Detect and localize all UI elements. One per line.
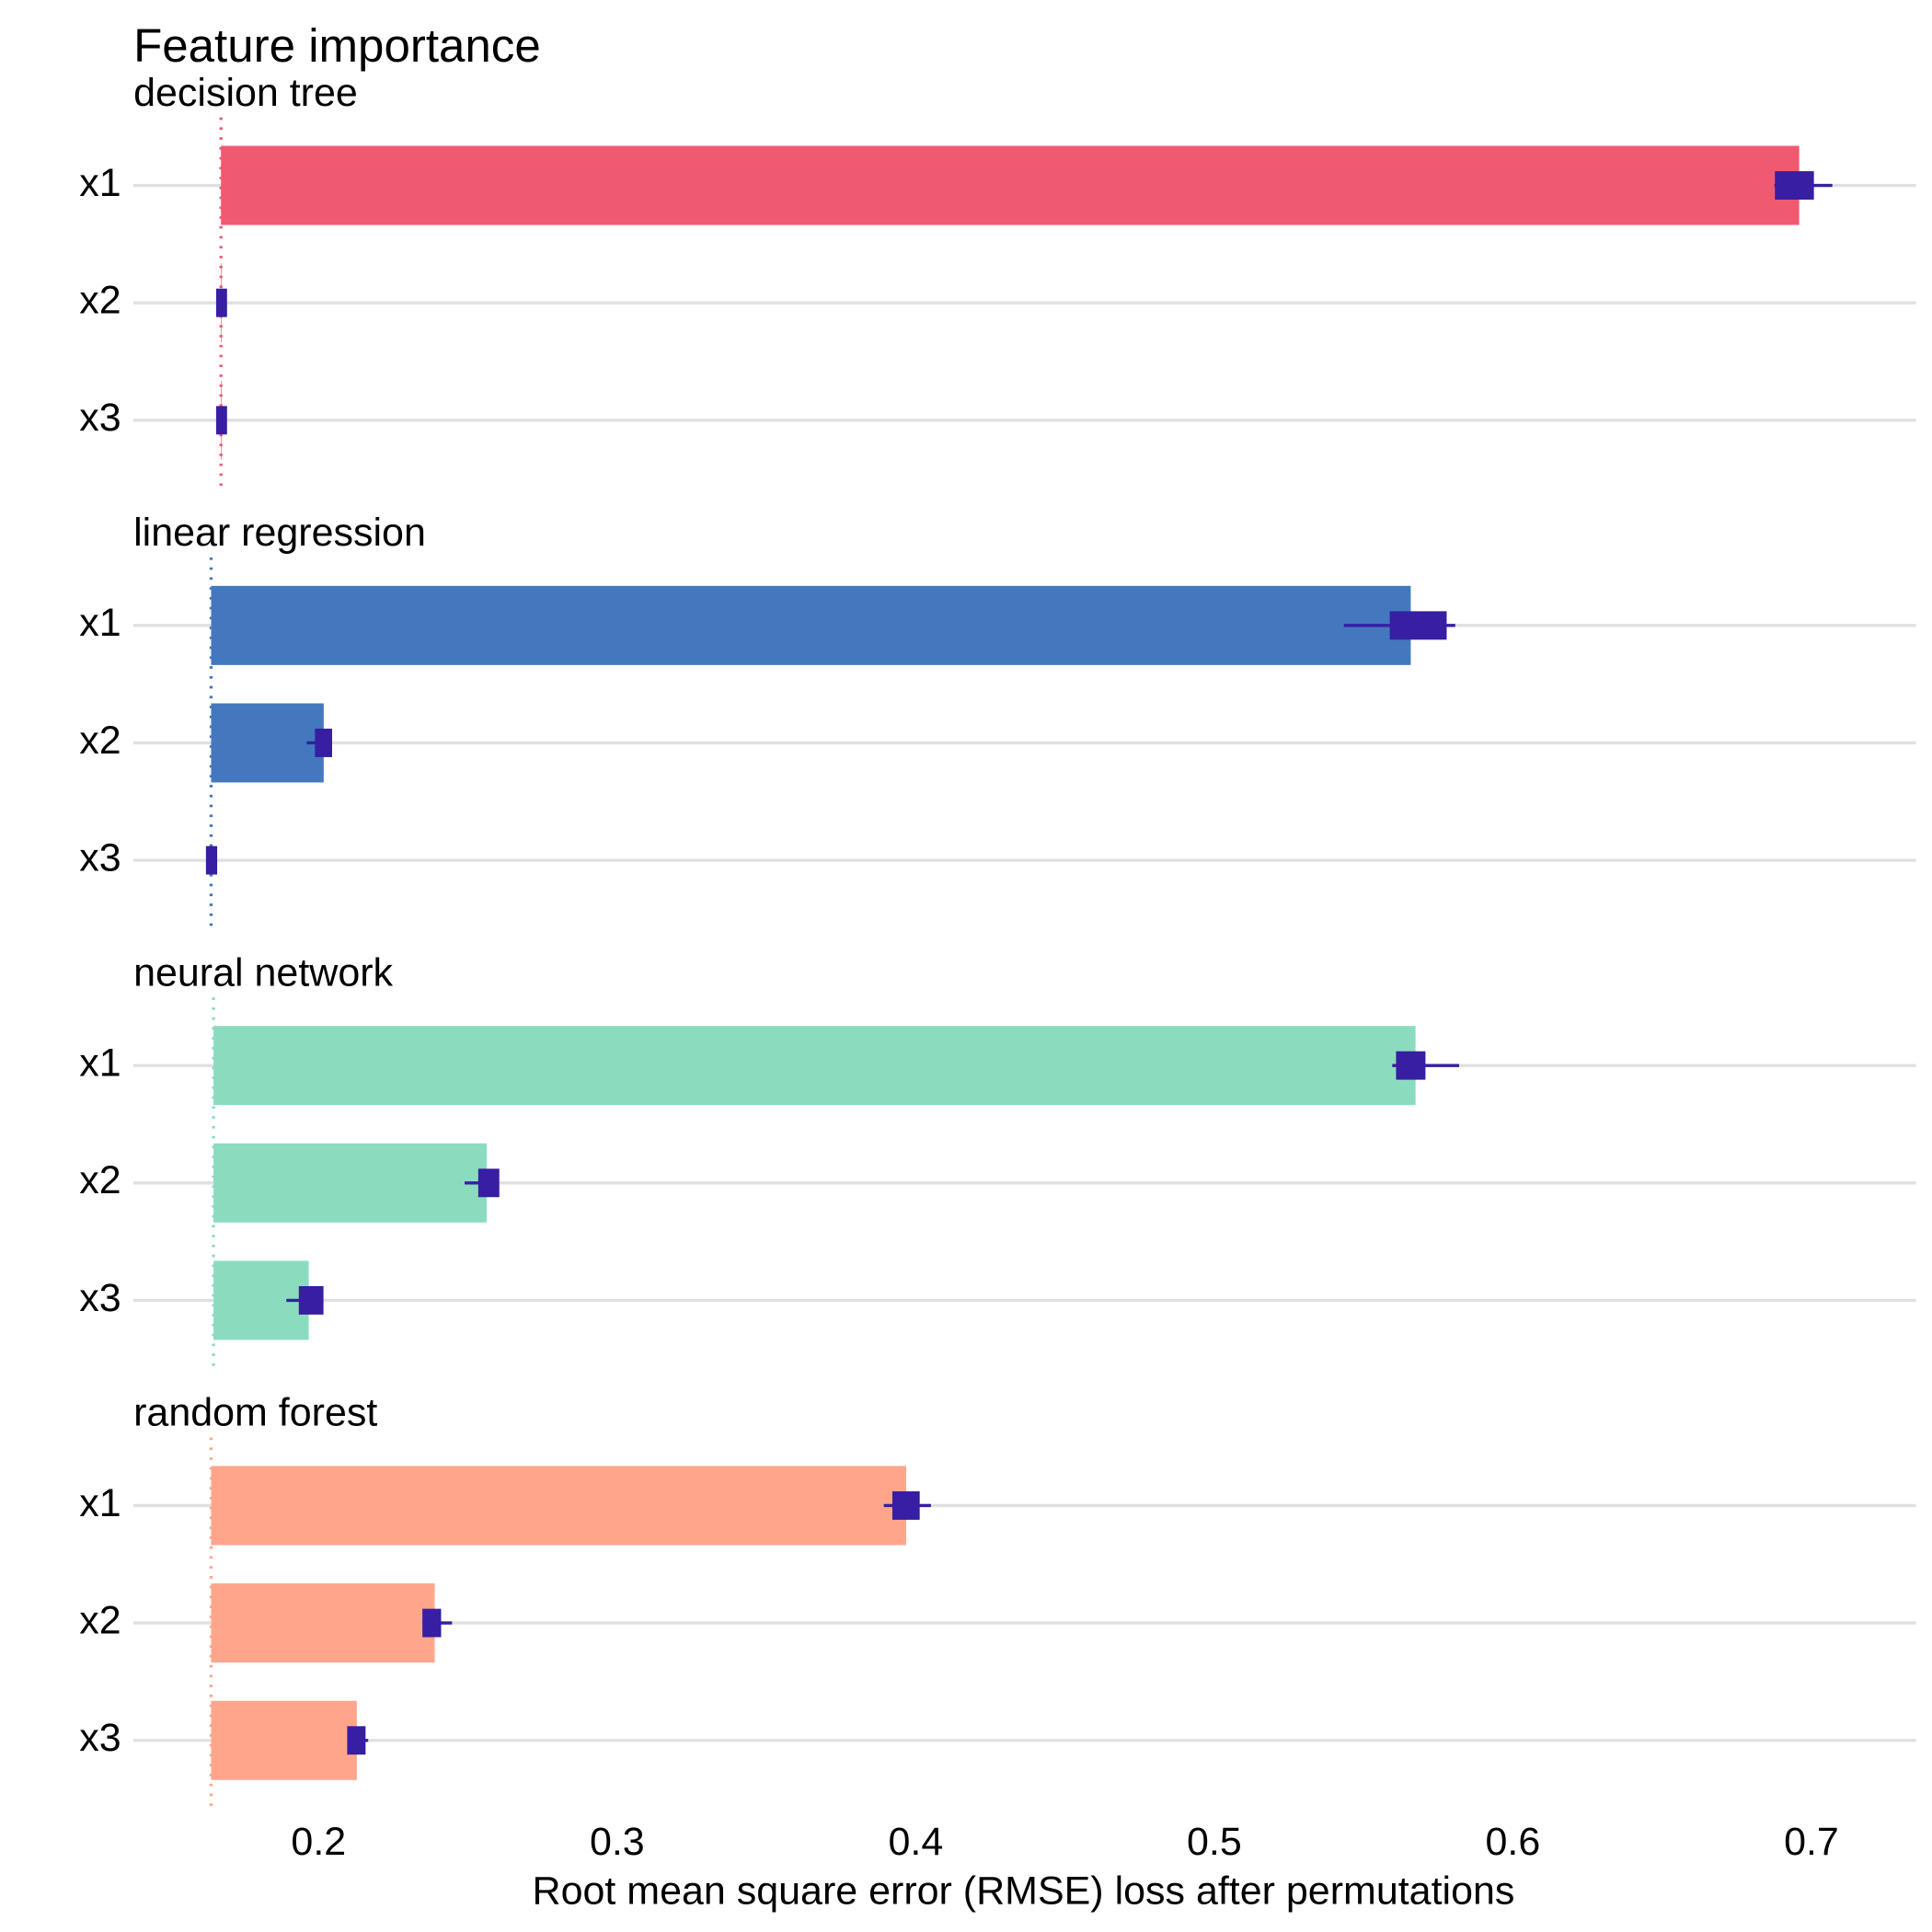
bar — [211, 585, 1411, 665]
y-tick-label: x1 — [79, 601, 121, 645]
box — [215, 288, 227, 317]
bar — [211, 1700, 357, 1780]
y-tick-label: x2 — [79, 1158, 121, 1202]
chart-title: Feature importance — [133, 19, 541, 72]
facet-title: random forest — [133, 1391, 377, 1435]
y-tick-label: x2 — [79, 719, 121, 763]
bar — [213, 1143, 488, 1223]
bar — [211, 703, 324, 783]
box — [315, 729, 333, 757]
bar — [221, 145, 1800, 225]
y-tick-label: x1 — [79, 1041, 121, 1086]
facet-title: neural network — [133, 950, 393, 995]
box — [477, 1168, 500, 1198]
box — [215, 406, 227, 435]
y-tick-label: x3 — [79, 835, 121, 880]
bar — [211, 1583, 435, 1663]
bar — [213, 1026, 1416, 1106]
y-tick-label: x3 — [79, 1276, 121, 1320]
box — [422, 1608, 442, 1638]
bar — [211, 1466, 906, 1546]
box — [1775, 171, 1814, 200]
y-tick-label: x2 — [79, 1598, 121, 1642]
y-tick-label: x3 — [79, 1716, 121, 1760]
x-tick-label: 0.4 — [888, 1820, 943, 1864]
x-axis-title: Root mean square error (RMSE) loss after… — [533, 1869, 1515, 1914]
y-tick-label: x3 — [79, 396, 121, 440]
box — [347, 1726, 366, 1755]
box — [891, 1491, 920, 1520]
x-tick-label: 0.6 — [1486, 1820, 1541, 1864]
x-tick-label: 0.2 — [291, 1820, 346, 1864]
box — [1396, 1051, 1426, 1080]
x-tick-label: 0.3 — [590, 1820, 645, 1864]
box — [298, 1285, 324, 1315]
box — [1389, 611, 1447, 640]
facet-title: linear regression — [133, 511, 426, 555]
x-tick-label: 0.5 — [1187, 1820, 1242, 1864]
facet-title: decision tree — [133, 71, 358, 115]
y-tick-label: x1 — [79, 161, 121, 205]
box — [205, 845, 218, 875]
x-tick-label: 0.7 — [1784, 1820, 1839, 1864]
y-tick-label: x2 — [79, 279, 121, 323]
y-tick-label: x1 — [79, 1481, 121, 1525]
